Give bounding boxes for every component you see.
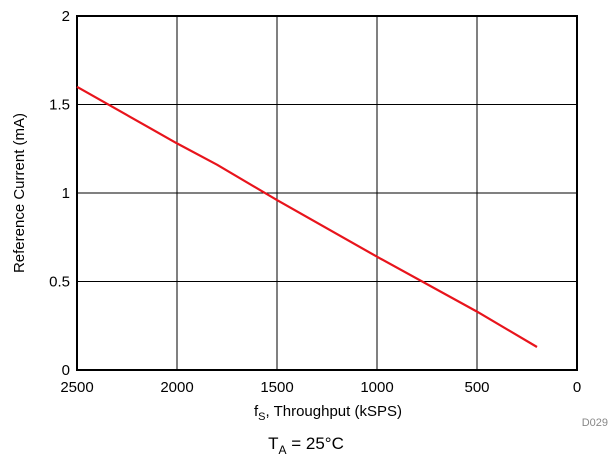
series-line-0: [76, 85, 538, 348]
x-tick-label: 1000: [360, 379, 393, 396]
x-tick-label: 2000: [160, 379, 193, 396]
x-tick-label: 500: [464, 379, 489, 396]
y-tick-label: 0: [62, 362, 70, 379]
x-tick-label: 0: [573, 379, 581, 396]
plot-frame: [76, 15, 578, 371]
x-tick-labels: 2500 2000 1500 1000 500 0: [60, 379, 581, 396]
x-tick-label: 1500: [260, 379, 293, 396]
x-axis-label: fS, Throughput (kSPS): [254, 403, 402, 423]
figure-code: D029: [582, 417, 608, 429]
y-tick-label: 1: [62, 185, 70, 202]
grid-lines: [77, 16, 577, 370]
y-tick-labels: 0 0.5 1 1.5 2: [49, 8, 70, 379]
y-tick-label: 2: [62, 8, 70, 25]
y-axis-label: Reference Current (mA): [11, 113, 28, 273]
y-tick-label: 1.5: [49, 97, 70, 114]
series-group: [76, 85, 538, 348]
x-tick-label: 2500: [60, 379, 93, 396]
y-tick-label: 0.5: [49, 274, 70, 291]
test-condition: TA = 25°C: [268, 434, 344, 456]
